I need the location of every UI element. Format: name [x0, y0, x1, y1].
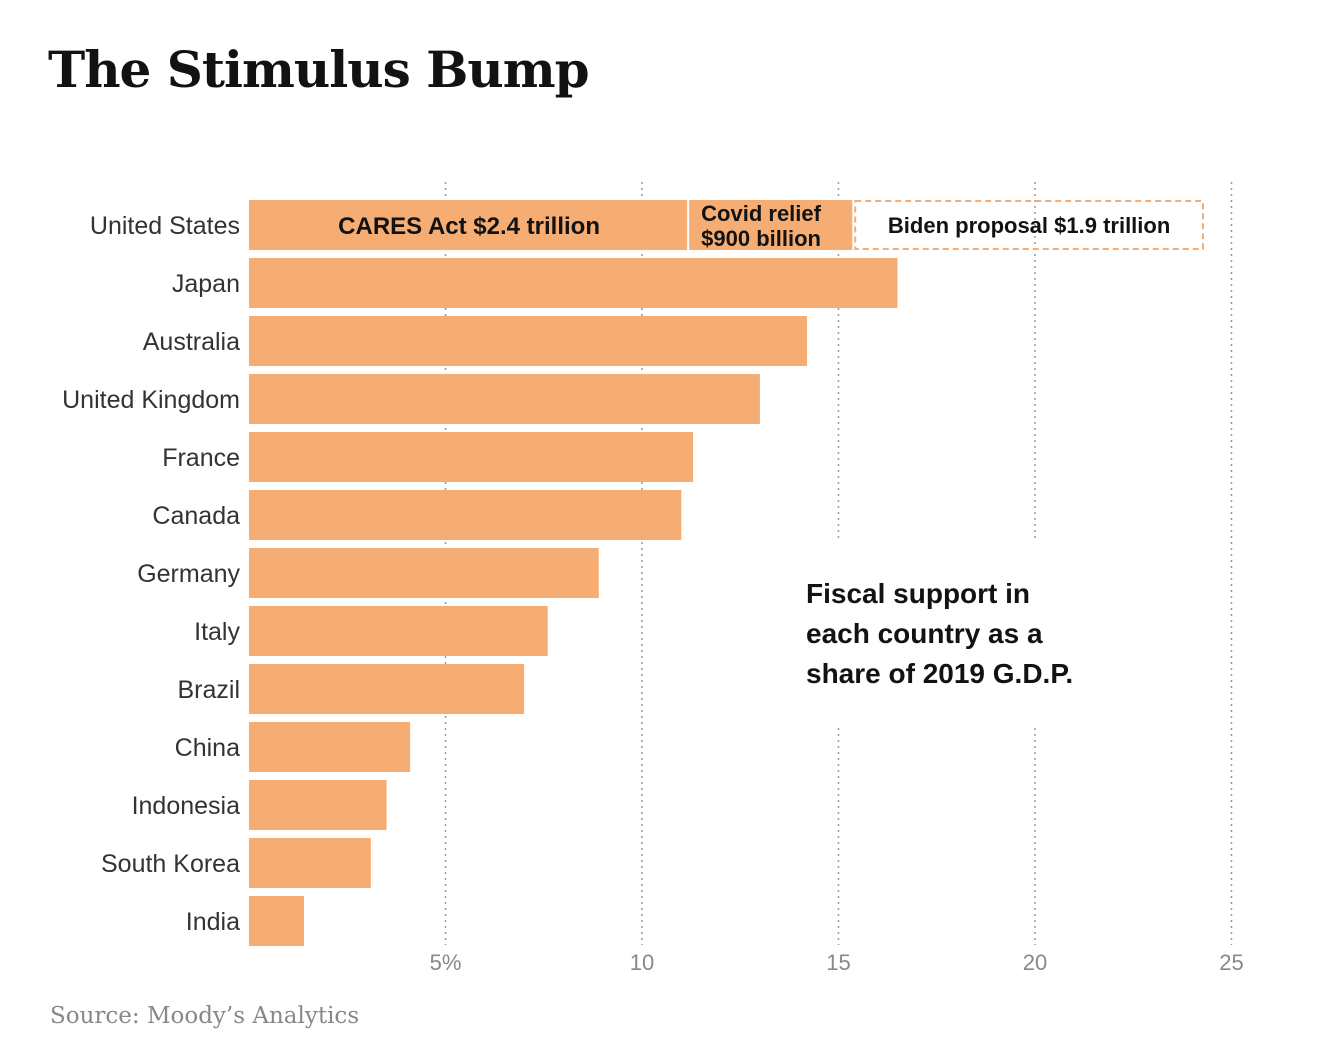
country-label: France — [162, 444, 240, 472]
bar — [249, 780, 387, 830]
country-label: Canada — [152, 502, 240, 530]
bars: CARES Act $2.4 trillion Covid relief$900 … — [249, 200, 1204, 946]
annotation-line: each country as a — [806, 618, 1043, 649]
bar — [249, 490, 682, 540]
bar-segment-cares-act — [249, 200, 688, 250]
bar-segment-covid-relief — [689, 200, 853, 250]
bar — [249, 722, 411, 772]
country-label: South Korea — [101, 850, 240, 878]
country-label: Japan — [172, 270, 240, 298]
bar — [249, 896, 305, 946]
bar — [249, 606, 548, 656]
segment-label: CARES Act $2.4 trillion — [338, 213, 600, 240]
country-label: China — [175, 734, 240, 762]
bar — [249, 664, 525, 714]
bar — [249, 316, 808, 366]
segment-label: Covid relief — [701, 201, 821, 226]
x-axis-ticks: 5% 10 15 20 25 — [430, 950, 1244, 975]
annotation: Fiscal support in each country as a share … — [806, 578, 1073, 689]
bar — [249, 258, 898, 308]
annotation-line: share of 2019 G.D.P. — [806, 658, 1073, 689]
bar — [249, 432, 694, 482]
source-note: Source: Moody’s Analytics — [50, 1003, 360, 1029]
country-label: United Kingdom — [62, 386, 240, 414]
x-tick-label: 15 — [826, 950, 850, 975]
gridlines — [444, 182, 1233, 945]
country-label: United States — [90, 212, 240, 240]
bar — [249, 838, 371, 888]
x-tick-label: 5% — [430, 950, 462, 975]
x-tick-label: 25 — [1219, 950, 1243, 975]
bar — [249, 548, 599, 598]
bar — [249, 374, 760, 424]
segment-label: Biden proposal $1.9 trillion — [888, 213, 1170, 238]
country-label: Indonesia — [132, 792, 241, 820]
bar-chart: CARES Act $2.4 trillion Covid relief$900 … — [62, 182, 1244, 975]
country-label: India — [186, 908, 240, 936]
country-labels: United States Japan Australia United Kingdo… — [62, 212, 240, 936]
bar-segment-biden-proposal — [854, 200, 1204, 250]
chart-title: The Stimulus Bump — [48, 40, 590, 99]
x-tick-label: 10 — [630, 950, 654, 975]
annotation-line: Fiscal support in — [806, 578, 1030, 609]
country-label: Italy — [194, 618, 240, 646]
country-label: Brazil — [177, 676, 240, 704]
country-label: Australia — [143, 328, 240, 356]
country-label: Germany — [137, 560, 240, 588]
segment-label: $900 billion — [701, 226, 821, 251]
x-tick-label: 20 — [1023, 950, 1047, 975]
